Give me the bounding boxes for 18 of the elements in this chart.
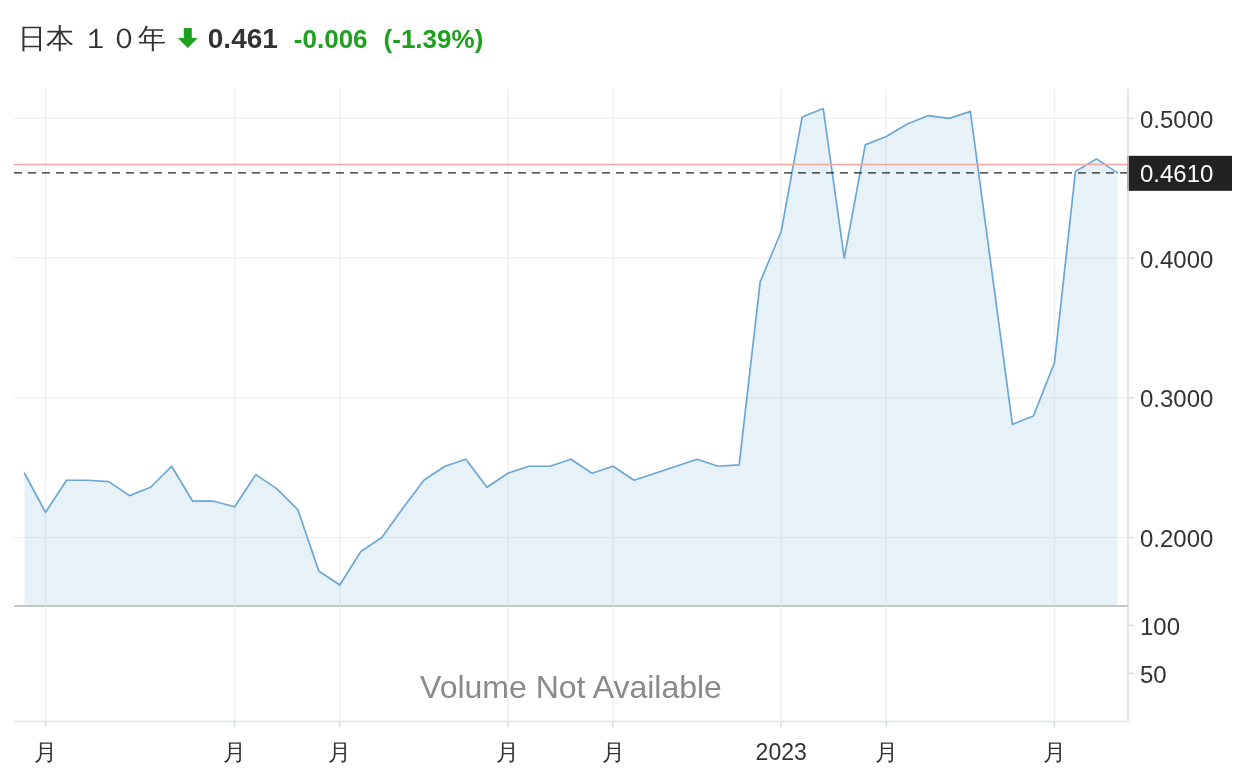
- x-tick-label: 月: [601, 738, 625, 765]
- x-tick-label: 月: [223, 738, 247, 765]
- y-tick-label: 0.5000: [1140, 105, 1214, 133]
- x-tick-label: 月: [34, 738, 58, 765]
- x-tick-label: 月: [874, 738, 898, 765]
- ref-line-label: 0.4610: [1140, 160, 1214, 188]
- header: 日本 １０年 0.461 -0.006 (-1.39%): [18, 23, 484, 54]
- y-tick-label: 100: [1140, 612, 1181, 640]
- x-tick-label: 月: [1042, 738, 1066, 765]
- y-tick-label: 0.3000: [1140, 385, 1214, 413]
- x-tick-label: 月: [496, 738, 520, 765]
- chart-title: 日本 １０年: [18, 23, 166, 54]
- y-tick-label: 50: [1140, 660, 1167, 688]
- y-tick-label: 0.2000: [1140, 525, 1214, 553]
- x-tick-label: 2023: [755, 738, 807, 765]
- annotation: Volume Not Available: [420, 669, 722, 706]
- x-tick-label: 月: [328, 738, 352, 765]
- y-tick-label: 0.4000: [1140, 245, 1214, 273]
